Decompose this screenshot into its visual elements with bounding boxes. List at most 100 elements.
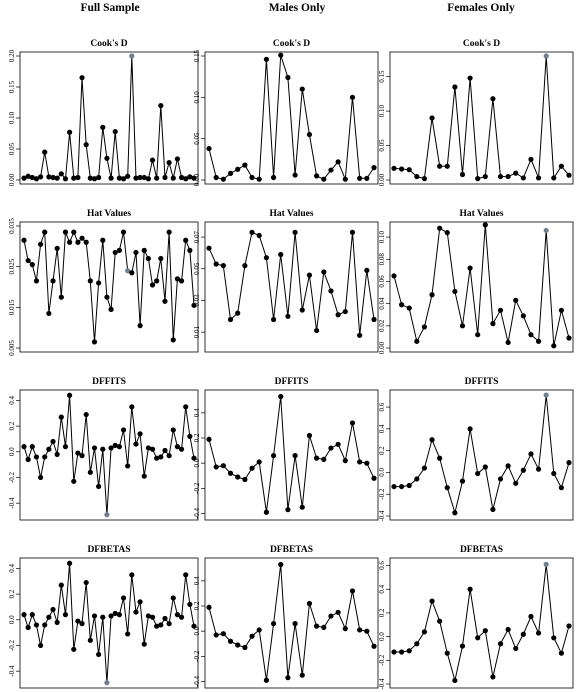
panel-dfbetas-full-sample-point-22 <box>112 610 118 616</box>
panel-hat-values-females-only-point-6 <box>437 225 443 231</box>
panel-dffits-full-sample-point-16 <box>87 469 93 475</box>
panel-cook-s-d-males-only-point-10 <box>278 52 284 58</box>
panel-cook-s-d-females-only-highlight-point <box>543 53 549 59</box>
panel-dffits-females-only-point-17 <box>520 467 526 473</box>
panel-hat-values-males-only-point-22 <box>364 267 370 273</box>
panel-cook-s-d-males-only-series-line <box>208 55 375 180</box>
panel-dffits-females-only-point-1 <box>399 483 405 490</box>
panel-hat-values-males-only-point-21 <box>357 332 363 338</box>
panel-hat-values-females-only-point-0 <box>391 273 397 279</box>
panel-dffits-full-sample-point-6 <box>46 446 52 452</box>
panel-dffits-males-only-ytick-label-1: -0.2 <box>193 482 201 494</box>
panel-dfbetas-males-only-ytick-label-3: 0.2 <box>193 601 201 610</box>
panel-dfbetas-full-sample-point-11 <box>67 560 73 566</box>
panel-dfbetas-full-sample-point-8 <box>54 619 60 625</box>
panel-dfbetas-males-only-series-line <box>208 564 375 681</box>
panel-dffits-females-only-point-3 <box>414 476 420 482</box>
panel-cook-s-d-males-only-point-6 <box>249 174 255 181</box>
panel-dffits-males-only: DFFITS -0.4 -0.2 0.0 0.2 0.4 <box>193 377 379 521</box>
panel-dffits-females-only-point-13 <box>490 506 496 513</box>
panel-dfbetas-full-sample-point-39 <box>183 572 189 578</box>
panel-hat-values-females-only-ytick-label-5: 0.10 <box>378 230 386 243</box>
panel-dfbetas-females-only-point-19 <box>535 630 542 636</box>
panel-hat-values-full-sample-point-8 <box>54 245 60 251</box>
panel-dfbetas-full-sample-point-36 <box>170 595 176 601</box>
panel-hat-values-females-only-point-16 <box>513 297 519 303</box>
panel-dfbetas-males-only-point-16 <box>321 624 327 631</box>
panel-cook-s-d-full-sample-point-0 <box>21 175 27 181</box>
panel-cook-s-d-males-only-point-16 <box>321 176 327 182</box>
panel-dfbetas-full-sample-point-35 <box>166 621 172 627</box>
panel-dfbetas-males-only-point-3 <box>227 638 234 644</box>
panel-cook-s-d-females-only-title: Cook's D <box>463 39 500 49</box>
panel-dffits-full-sample-point-5 <box>42 454 48 460</box>
panel-dffits-full-sample-point-3 <box>33 454 40 460</box>
panel-hat-values-full-sample-point-22 <box>112 249 118 256</box>
panel-cook-s-d-full-sample-point-5 <box>42 149 48 155</box>
panel-cook-s-d-full-sample-point-36 <box>170 175 176 181</box>
panel-dffits-females-only-frame <box>389 389 574 521</box>
panel-hat-values-males-only-point-20 <box>349 229 356 235</box>
panel-dffits-full-sample-frame <box>19 389 199 521</box>
panel-dffits-full-sample-point-27 <box>133 441 139 447</box>
panel-dffits-females-only-point-2 <box>406 482 412 489</box>
panel-cook-s-d-females-only-ytick-label-3: 0.15 <box>378 70 386 83</box>
panel-dfbetas-full-sample-point-1 <box>25 624 31 631</box>
panel-cook-s-d-females-only-ytick-label-2: 0.10 <box>378 104 386 117</box>
panel-cook-s-d-full-sample-point-17 <box>91 176 98 182</box>
panel-dffits-full-sample-point-41 <box>191 455 197 461</box>
panel-hat-values-females-only-highlight-point <box>543 227 549 234</box>
panel-cook-s-d-full-sample-point-2 <box>29 174 35 181</box>
panel-cook-s-d-females-only-point-8 <box>452 84 458 90</box>
panel-hat-values-full-sample-frame <box>19 221 199 353</box>
panel-hat-values-females-only-point-7 <box>444 230 450 236</box>
panel-cook-s-d-females-only-point-15 <box>505 173 511 180</box>
panel-dffits-full-sample-point-22 <box>112 442 118 448</box>
panel-hat-values-males-only-point-23 <box>371 316 377 323</box>
panel-dfbetas-males-only-point-19 <box>342 626 348 632</box>
panel-cook-s-d-full-sample-point-10 <box>62 176 69 182</box>
panel-cook-s-d-females-only-point-16 <box>513 170 519 176</box>
panel-dfbetas-males-only-point-9 <box>270 621 277 627</box>
panel-dfbetas-females-only-point-14 <box>497 641 504 647</box>
panel-dfbetas-full-sample-point-15 <box>83 579 89 586</box>
panel-dffits-males-only-point-19 <box>342 458 348 464</box>
panel-dfbetas-females-only-point-13 <box>490 674 496 680</box>
panel-cook-s-d-full-sample-point-15 <box>83 142 89 148</box>
panel-cook-s-d-females-only-point-2 <box>406 167 412 173</box>
panel-hat-values-full-sample-point-1 <box>25 257 31 264</box>
panel-hat-values-full-sample-point-11 <box>67 239 73 245</box>
panel-cook-s-d-full-sample-point-8 <box>54 175 60 181</box>
panel-dffits-females-only-ytick-label-2: 0.0 <box>378 468 386 477</box>
panel-dffits-full-sample-point-4 <box>37 474 44 481</box>
panel-dffits-males-only-point-8 <box>263 509 269 515</box>
panel-hat-values-males-only-point-15 <box>314 327 320 334</box>
panel-hat-values-full-sample-point-20 <box>104 294 110 300</box>
panel-cook-s-d-males-only-point-20 <box>349 94 356 100</box>
panel-hat-values-full-sample-point-35 <box>166 229 172 235</box>
panel-dfbetas-males-only-point-23 <box>371 643 377 649</box>
panel-dffits-full-sample-point-32 <box>154 455 160 461</box>
panel-hat-values-full-sample-point-16 <box>87 278 93 284</box>
panel-dffits-full-sample-point-30 <box>145 445 151 451</box>
panel-dfbetas-males-only-point-4 <box>235 642 241 648</box>
panel-hat-values-females-only-point-8 <box>452 288 458 295</box>
panel-dfbetas-females-only-frame <box>389 557 574 689</box>
panel-hat-values-full-sample-point-4 <box>37 241 44 247</box>
panel-dffits-full-sample-highlight-point <box>104 512 110 518</box>
panel-hat-values-males-only-point-6 <box>249 229 255 235</box>
panel-hat-values-full-sample-point-13 <box>75 239 81 245</box>
panel-hat-values-full-sample-point-21 <box>108 306 114 312</box>
panel-hat-values-males-only-point-19 <box>342 308 348 315</box>
panel-hat-values-full-sample-series-line <box>23 230 195 342</box>
panel-dfbetas-full-sample-point-3 <box>33 622 40 628</box>
panel-dfbetas-full-sample-point-14 <box>79 621 85 627</box>
panel-dffits-males-only-point-15 <box>314 455 320 461</box>
panel-dffits-females-only-point-23 <box>566 460 572 466</box>
panel-hat-values-full-sample-ytick-label-1: 0.015 <box>8 299 16 315</box>
panel-dffits-males-only-point-11 <box>285 507 291 513</box>
panel-dffits-females-only-point-15 <box>505 463 511 469</box>
panel-hat-values-full-sample-point-29 <box>141 247 147 253</box>
panel-dfbetas-full-sample-highlight-point <box>104 680 110 686</box>
panel-cook-s-d-males-only-point-22 <box>364 175 370 181</box>
